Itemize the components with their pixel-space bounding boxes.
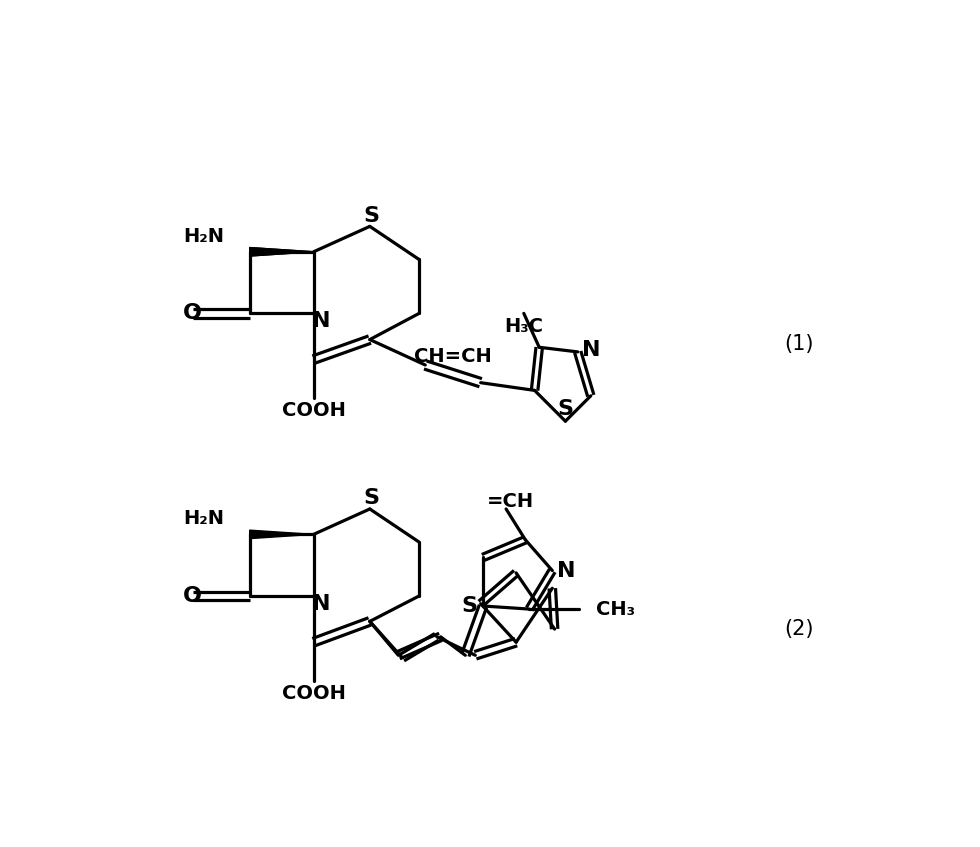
Text: S: S	[364, 488, 379, 508]
Text: (2): (2)	[784, 619, 813, 639]
Text: O: O	[183, 303, 202, 324]
Text: O: O	[183, 586, 202, 606]
Text: H₂N: H₂N	[183, 227, 224, 246]
Text: COOH: COOH	[281, 401, 346, 420]
Polygon shape	[250, 530, 314, 539]
Text: N: N	[312, 594, 330, 614]
Text: H₃C: H₃C	[505, 317, 543, 336]
Polygon shape	[250, 247, 314, 256]
Text: N: N	[312, 311, 330, 331]
Text: CH₃: CH₃	[596, 600, 635, 618]
Text: =CH: =CH	[486, 492, 533, 511]
Text: N: N	[557, 561, 575, 580]
Polygon shape	[250, 247, 314, 256]
Text: CH=CH: CH=CH	[415, 347, 492, 367]
Text: COOH: COOH	[281, 684, 346, 702]
Text: S: S	[364, 206, 379, 225]
Text: S: S	[462, 596, 477, 616]
Text: S: S	[558, 399, 573, 419]
Text: N: N	[582, 340, 601, 360]
Text: (1): (1)	[784, 335, 813, 354]
Text: H₂N: H₂N	[183, 510, 224, 529]
